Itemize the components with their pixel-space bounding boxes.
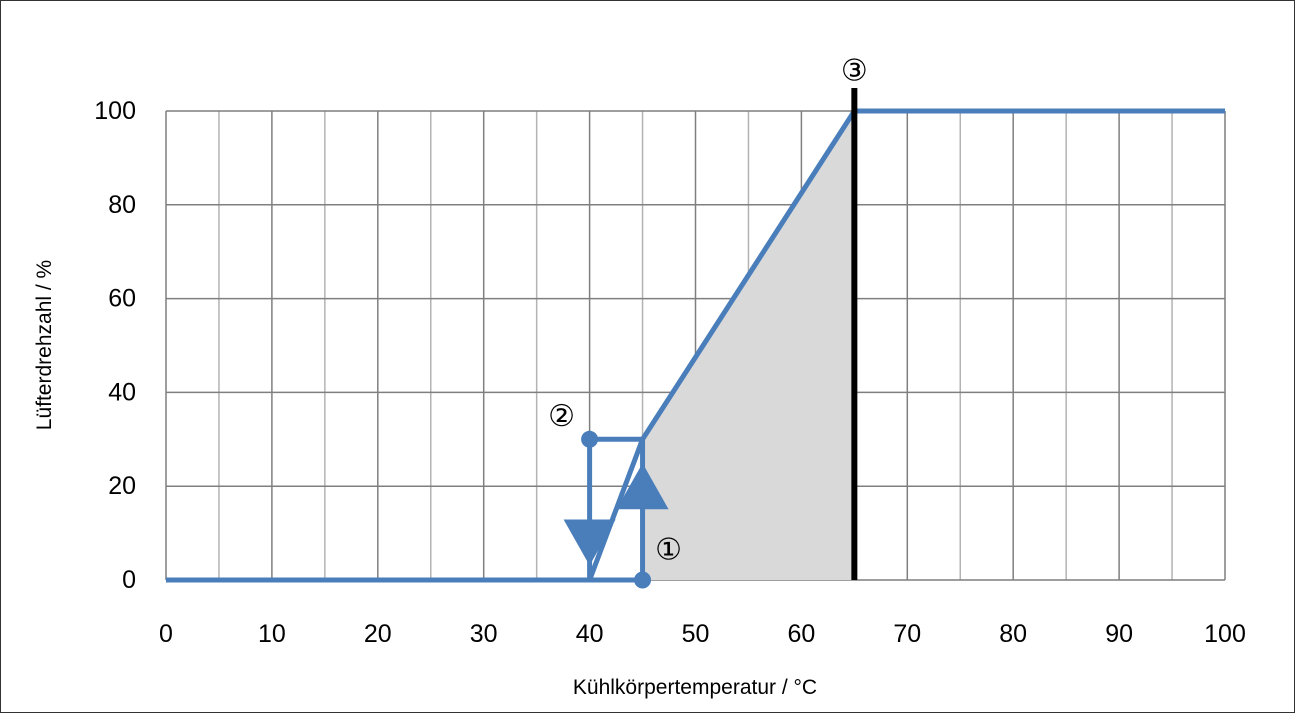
- marker-dot: [581, 430, 599, 448]
- major-grid: [165, 110, 1226, 581]
- marker-points: ① ② ③: [548, 54, 868, 589]
- x-tick-label: 60: [787, 620, 815, 648]
- y-tick-label: 60: [108, 285, 136, 313]
- y-tick-label: 40: [108, 378, 136, 406]
- marker-label: ③: [841, 54, 868, 89]
- x-tick-label: 80: [999, 620, 1027, 648]
- y-axis-ticks: 0 20 40 60 80 100: [94, 97, 136, 594]
- arrow-down: [563, 519, 616, 566]
- direction-arrows: [563, 463, 669, 566]
- x-axis-ticks: 0 10 20 30 40 50 60 70 80 90 100: [159, 620, 1246, 648]
- x-tick-label: 40: [576, 620, 604, 648]
- x-tick-label: 50: [682, 620, 710, 648]
- x-tick-label: 20: [364, 620, 392, 648]
- marker-label: ②: [548, 399, 575, 434]
- y-tick-label: 100: [94, 97, 136, 125]
- x-tick-label: 10: [258, 620, 286, 648]
- y-axis-title: Lüfterdrehzahl / %: [33, 260, 56, 430]
- x-tick-label: 100: [1204, 620, 1246, 648]
- x-tick-label: 70: [893, 620, 921, 648]
- marker-label: ①: [655, 533, 682, 568]
- shaded-area: [642, 111, 855, 580]
- y-tick-label: 20: [108, 472, 136, 500]
- marker-dot: [634, 571, 652, 589]
- x-tick-label: 30: [470, 620, 498, 648]
- x-axis-title: Kühlkörpertemperatur / °C: [573, 676, 817, 699]
- x-tick-label: 90: [1105, 620, 1133, 648]
- y-tick-label: 0: [122, 566, 136, 594]
- y-tick-label: 80: [108, 191, 136, 219]
- arrow-up: [616, 463, 669, 510]
- shaded-region: [642, 111, 855, 580]
- x-tick-label: 0: [159, 620, 173, 648]
